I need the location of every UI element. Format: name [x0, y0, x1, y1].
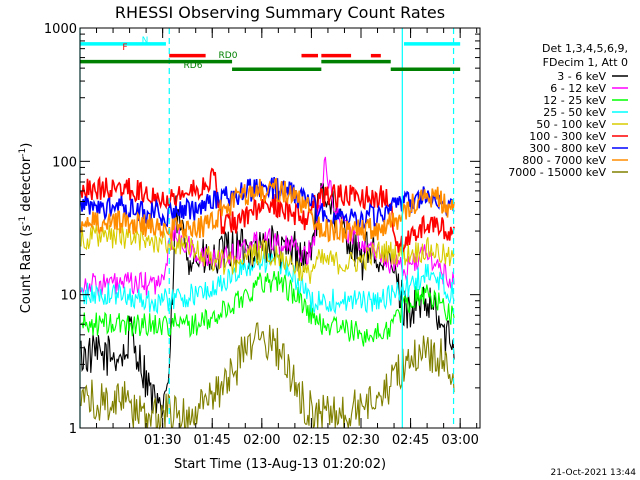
x-tick-label: 02:00	[243, 433, 280, 448]
state-label: N	[142, 36, 149, 46]
y-axis-label: Count Rate (s-1 detector-1)	[18, 143, 34, 314]
series-line	[80, 177, 455, 243]
legend: Det 1,3,4,5,6,9,FDecim 1, Att 03 - 6 keV…	[508, 42, 628, 179]
legend-label: 800 - 7000 keV	[522, 154, 606, 167]
legend-label: 50 - 100 keV	[536, 118, 606, 131]
x-tick-label: 01:45	[193, 433, 230, 448]
legend-label: 7000 - 15000 keV	[508, 166, 606, 179]
legend-label: 300 - 800 keV	[529, 142, 606, 155]
legend-header: FDecim 1, Att 0	[543, 56, 628, 69]
series-line	[80, 271, 455, 347]
series-line	[80, 225, 455, 284]
x-axis-label: Start Time (13-Aug-13 01:20:02)	[174, 457, 386, 472]
x-tick-label: 02:45	[392, 433, 429, 448]
legend-label: 25 - 50 keV	[543, 106, 606, 119]
legend-label: 100 - 300 keV	[529, 130, 606, 143]
y-tick-label: 1	[69, 422, 77, 437]
legend-label: 6 - 12 keV	[550, 82, 606, 95]
x-tick-label: 02:15	[293, 433, 330, 448]
legend-label: 3 - 6 keV	[557, 70, 606, 83]
axes: 01:30 01:45 02:00 02:15 02:30 02:45 03:00 1 10 10…	[44, 22, 481, 448]
chart-title: RHESSI Observing Summary Count Rates	[115, 3, 445, 22]
y-tick-label: 1000	[44, 22, 77, 37]
y-tick-label: 10	[60, 289, 77, 304]
x-tick-label: 01:30	[144, 433, 181, 448]
x-tick-label: 02:30	[342, 433, 379, 448]
timestamp: 21-Oct-2021 13:44	[551, 468, 637, 478]
plot-area: N F RD0 RD6	[79, 28, 461, 430]
plot-frame	[79, 27, 481, 429]
x-tick-label: 03:00	[441, 433, 478, 448]
y-tick-label: 100	[52, 155, 77, 170]
legend-header: Det 1,3,4,5,6,9,	[542, 42, 628, 55]
state-label: RD0	[219, 51, 238, 61]
legend-label: 12 - 25 keV	[543, 94, 606, 107]
state-label: F	[122, 43, 127, 53]
series-line	[80, 322, 455, 430]
state-label: RD6	[184, 61, 203, 71]
